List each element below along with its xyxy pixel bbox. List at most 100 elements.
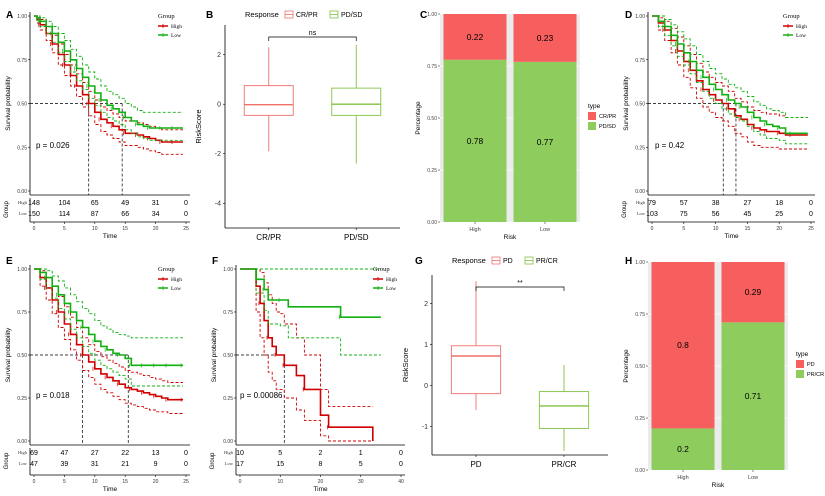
ci-lower-high	[652, 15, 808, 150]
legend-label-low: Low	[171, 33, 181, 39]
risk-count: 18	[775, 200, 783, 207]
y-tick-label: -4	[215, 201, 221, 208]
survival-curve-low	[34, 15, 183, 129]
x-tick-label: 20	[153, 479, 159, 485]
y-tick-label: 0.75	[17, 310, 27, 316]
survival-curve-high	[240, 268, 374, 441]
y-tick-label: 1.00	[17, 267, 27, 273]
panel-label-F: F	[212, 256, 218, 267]
bar-value-label: 0.78	[467, 136, 484, 146]
ci-lower-high	[240, 268, 373, 442]
y-tick-label: 0.50	[17, 102, 27, 108]
risk-count: 103	[646, 211, 658, 218]
km-panel-D: 0.00 0.25 0.50 0.75 1.00 Survival probability…	[622, 12, 815, 240]
km-panel-F: 0.00 0.25 0.50 0.75 1.00 Survival probability…	[210, 265, 405, 493]
y-tick-label: 0.00	[635, 468, 645, 474]
legend-label-low: Low	[796, 33, 806, 39]
legend-key-cr-pr	[588, 112, 596, 120]
legend-label-pd-sd: PD/SD	[341, 12, 362, 19]
bar-panel-H: 0.00 0.25 0.50 0.75 1.00 Percentage 0.2 0.8 High…	[623, 260, 824, 489]
risk-table-y-label: Group	[4, 452, 10, 469]
x-axis-label: Risk	[504, 234, 517, 241]
ci-upper-low	[34, 268, 183, 339]
y-tick-label: 1.00	[635, 260, 645, 266]
x-axis-label: Time	[103, 486, 118, 493]
risk-row-label-low: Low	[19, 211, 28, 216]
significance-label: **	[517, 280, 523, 287]
x-tick-label: 25	[183, 226, 189, 232]
ci-lower-high	[34, 268, 183, 414]
y-axis-label: Survival probability	[623, 75, 630, 130]
risk-count: 49	[121, 200, 129, 207]
risk-count: 0	[184, 211, 188, 218]
bar-value-label: 0.71	[745, 391, 762, 401]
box-panel-B: -4 -2 0 2 RiskScore CR/PR PD/SD ns Response CR/PR…	[194, 10, 400, 242]
risk-count: 0	[399, 450, 403, 457]
risk-count: 0	[184, 200, 188, 207]
y-tick-label: 0.00	[17, 439, 27, 445]
risk-count: 25	[775, 211, 783, 218]
risk-count: 104	[59, 200, 71, 207]
ci-lower-low	[34, 15, 183, 141]
box-pd-sd	[331, 87, 382, 116]
y-tick-label: 0.75	[427, 64, 437, 70]
legend-label-high: High	[796, 24, 807, 30]
p-value-text: p = 0.026	[36, 141, 70, 150]
legend-label-low: Low	[171, 286, 181, 292]
risk-count: 22	[121, 450, 129, 457]
x-tick-label: 5	[63, 226, 66, 232]
x-tick-label: 20	[318, 479, 324, 485]
p-value-text: p = 0.018	[36, 391, 70, 400]
legend-title: type	[588, 103, 601, 110]
y-tick-label: 1.00	[427, 12, 437, 18]
y-tick-label: -2	[215, 151, 221, 158]
bar-pr-cr-low	[721, 322, 785, 470]
y-axis-label: Survival probability	[211, 327, 218, 382]
risk-row-label-low: Low	[19, 461, 28, 466]
y-tick-label: 0	[424, 383, 428, 390]
risk-count: 65	[91, 200, 99, 207]
risk-table-y-label: Group	[4, 201, 10, 218]
legend-label-high: High	[386, 277, 397, 283]
legend-label-low: Low	[386, 286, 396, 292]
risk-count: 31	[152, 200, 160, 207]
bar-value-label: 0.23	[537, 33, 554, 43]
risk-count: 27	[91, 450, 99, 457]
risk-count: 57	[680, 200, 688, 207]
x-axis-label: Time	[313, 486, 328, 493]
ci-upper-high	[34, 268, 183, 383]
risk-count: 114	[59, 211, 70, 218]
bar-pd-low	[721, 262, 785, 323]
bar-pd-sd-high	[443, 59, 507, 223]
y-tick-label: 0.00	[427, 220, 437, 226]
y-tick-label: -1	[422, 424, 428, 431]
risk-row-label-low: Low	[637, 211, 646, 216]
panel-label-A: A	[6, 10, 13, 21]
x-tick-label: 25	[183, 479, 189, 485]
risk-count: 66	[121, 211, 129, 218]
legend-label-pr-cr: PR/CR	[536, 258, 558, 265]
risk-count: 5	[359, 461, 363, 468]
risk-row-label-high: High	[18, 450, 28, 455]
ci-upper-low	[34, 15, 183, 113]
risk-count: 47	[61, 450, 69, 457]
x-tick-label: 20	[153, 226, 159, 232]
risk-count: 0	[184, 450, 188, 457]
risk-count: 13	[152, 450, 160, 457]
survival-curve-high	[652, 15, 808, 136]
x-tick-label: 5	[682, 226, 685, 232]
y-tick-label: 0.25	[17, 145, 27, 151]
risk-count: 0	[399, 461, 403, 468]
risk-count: 148	[28, 200, 40, 207]
x-tick-label: 10	[713, 226, 719, 232]
y-tick-label: 2	[424, 301, 428, 308]
y-tick-label: 0.25	[17, 396, 27, 402]
y-axis-label: Percentage	[415, 101, 422, 135]
risk-count: 38	[712, 200, 720, 207]
bar-panel-C: 0.00 0.25 0.50 0.75 1.00 Percentage 0.78 0.22 Hi…	[415, 12, 616, 241]
bar-value-label: 0.22	[467, 32, 484, 42]
significance-bracket	[268, 36, 357, 41]
survival-curve-low	[652, 15, 808, 135]
legend-label-pd: PD	[503, 258, 513, 265]
